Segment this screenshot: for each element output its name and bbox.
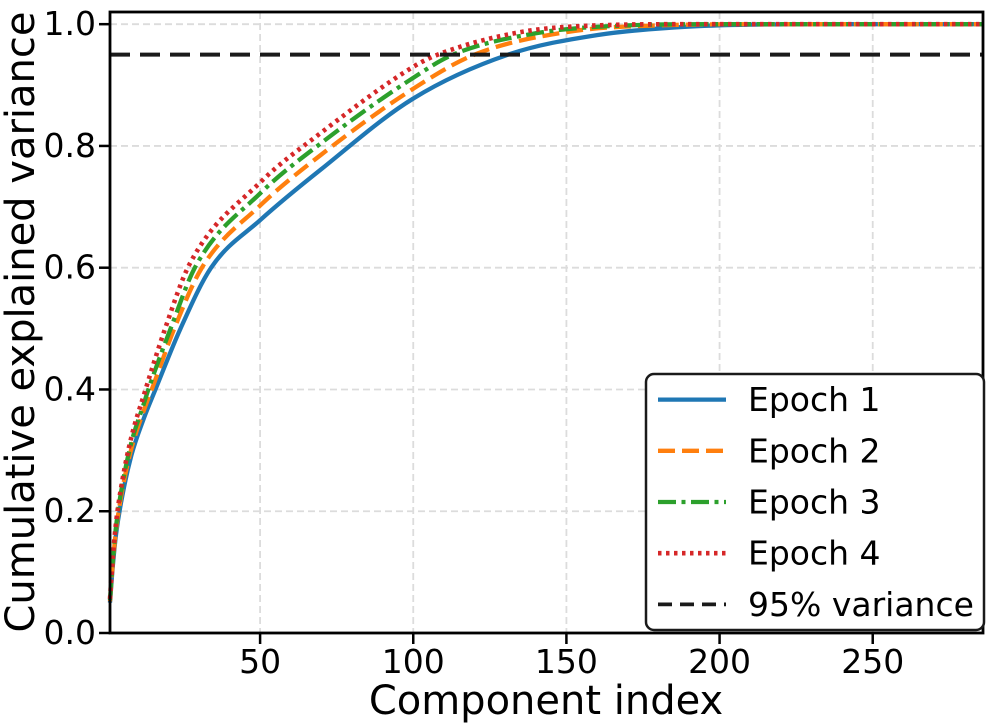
y-tick-label-0.4: 0.4 [44,369,96,408]
axis-ticks [99,22,874,644]
legend-label-3: Epoch 3 [748,483,881,522]
legend-label-1: Epoch 1 [748,380,881,419]
x-tick-label-50: 50 [239,642,281,681]
y-tick-label-0.0: 0.0 [44,613,96,652]
curves [107,21,983,603]
legend: Epoch 1 Epoch 2 Epoch 3 Epoch 4 95% variance [644,372,986,632]
x-axis-label: Component index [369,678,723,724]
plot-frame [108,10,985,635]
legend-label-4: Epoch 4 [748,534,881,573]
x-tick-label-200: 200 [688,642,751,681]
x-tick-label-150: 150 [535,642,598,681]
y-tick-label-1.0: 1.0 [44,4,96,43]
y-tick-label-0.6: 0.6 [44,248,96,287]
y-axis-label: Cumulative explained variance [0,12,44,633]
legend-label-2: Epoch 2 [748,431,881,470]
axis-tick-labels: 50 100 150 200 250 0.0 0.2 0.4 0.6 0.8 1.0 [44,4,905,681]
x-tick-label-250: 250 [841,642,904,681]
axes-frame [108,10,985,635]
y-tick-label-0.2: 0.2 [44,491,96,530]
legend-box [644,372,986,632]
x-tick-label-100: 100 [382,642,445,681]
legend-label-5: 95% variance [748,585,974,624]
y-tick-label-0.8: 0.8 [44,126,96,165]
